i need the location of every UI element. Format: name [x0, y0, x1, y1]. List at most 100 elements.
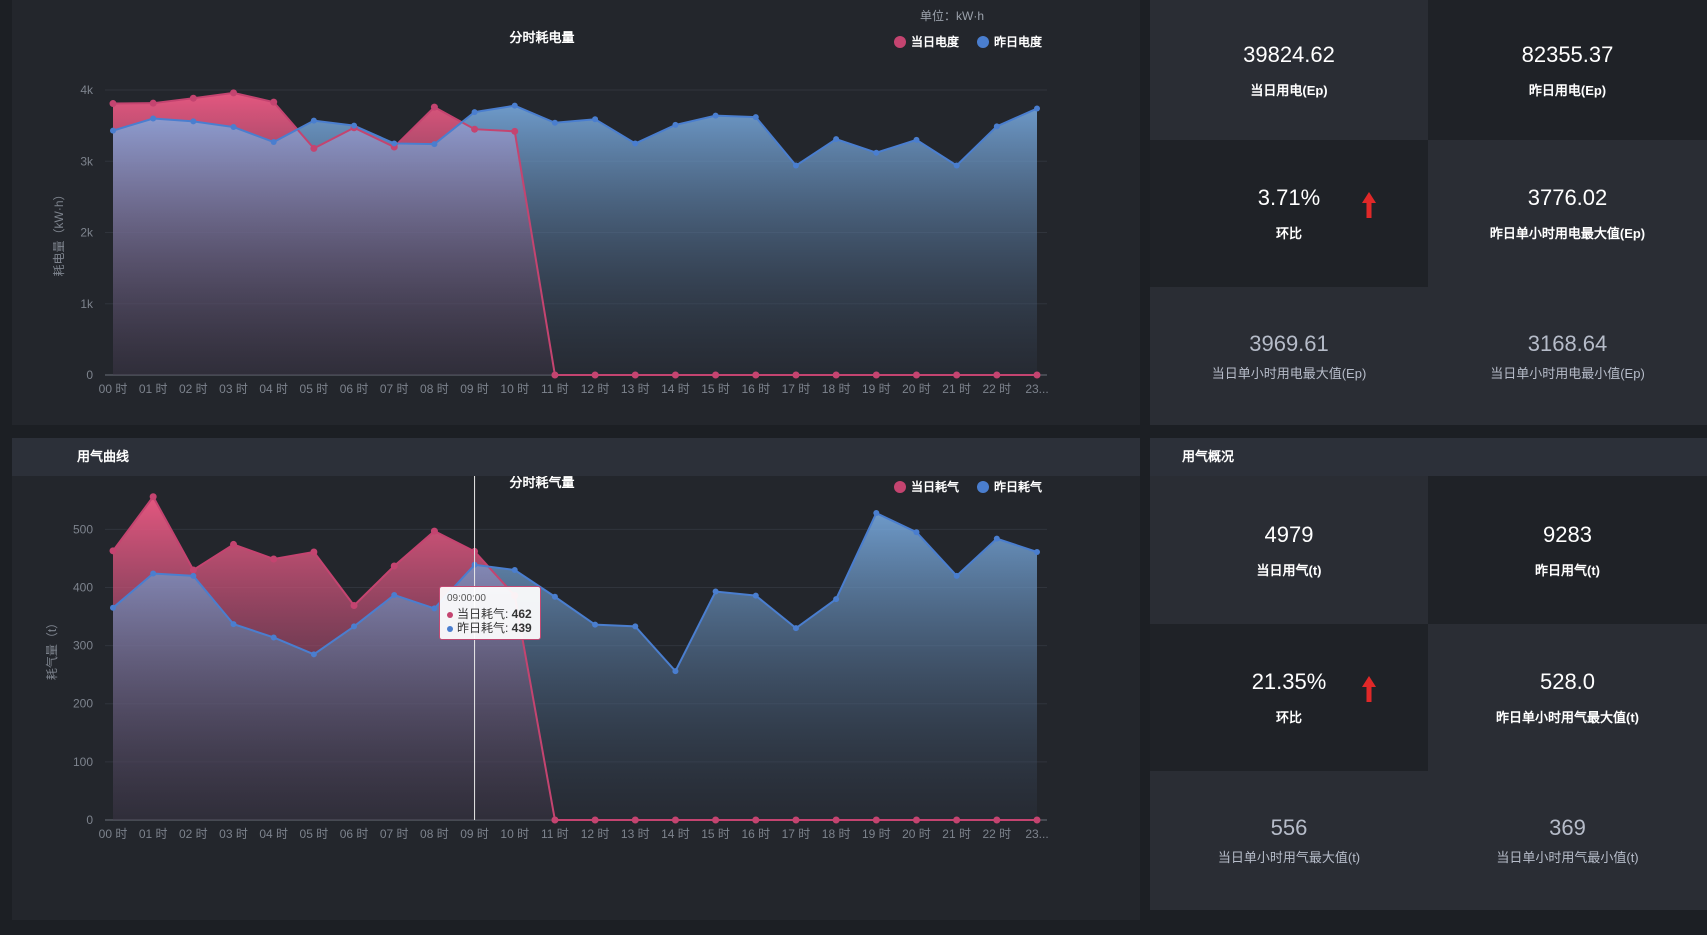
today-point — [149, 99, 157, 107]
yesterday-point — [351, 122, 358, 129]
yesterday-point — [913, 136, 920, 143]
yesterday-point — [511, 567, 518, 574]
legend-today-marker — [894, 36, 906, 48]
yesterday-point — [190, 118, 197, 125]
legend-yesterday-label: 昨日电度 — [994, 34, 1043, 49]
yesterday-point — [431, 605, 438, 612]
yesterday-point — [110, 604, 116, 611]
legend-today-marker — [894, 481, 906, 493]
x-tick-label: 06 时 — [340, 827, 369, 841]
today-point — [993, 371, 1001, 379]
yesterday-point — [351, 623, 358, 630]
today-point — [310, 144, 318, 152]
today-point — [149, 493, 157, 501]
stat-label: 当日单小时用电最小值(Ep) — [1490, 365, 1645, 381]
yesterday-point — [1034, 548, 1040, 555]
x-tick-label: 17 时 — [782, 382, 811, 396]
today-line — [112, 494, 1037, 821]
x-tick-label: 20 时 — [902, 827, 931, 841]
legend-yesterday-label: 昨日耗气 — [994, 479, 1042, 494]
x-tick-label: 08 时 — [420, 827, 449, 841]
legend: 当日耗气 昨日耗气 — [894, 479, 1042, 494]
yesterday-point — [190, 572, 197, 579]
today-point — [591, 371, 599, 379]
x-tick-label: 12 时 — [581, 382, 610, 396]
yesterday-area — [113, 513, 1037, 820]
stat-label: 昨日单小时用电最大值(Ep) — [1489, 226, 1646, 241]
stat-label: 昨日用气(t) — [1535, 562, 1600, 578]
yesterday-point — [953, 162, 960, 169]
gas-curve-section-header: 用气曲线 — [12, 438, 1140, 476]
x-tick-label: 20 时 — [902, 382, 931, 396]
today-point — [591, 816, 599, 824]
legend: 当日电度 昨日电度 — [894, 34, 1043, 49]
yesterday-point — [672, 121, 679, 128]
yesterday-point — [953, 572, 960, 579]
yesterday-point — [230, 124, 237, 131]
x-tick-label: 01 时 — [139, 382, 168, 396]
tooltip-yesterday-row: 昨日耗气: 439 — [447, 621, 532, 635]
x-tick-label: 22 时 — [982, 382, 1011, 396]
yesterday-point — [551, 119, 558, 126]
yesterday-point — [391, 592, 398, 599]
yesterday-point — [270, 139, 277, 146]
stat-value: 4979 — [1264, 521, 1314, 547]
today-point — [430, 103, 438, 111]
yesterday-point — [150, 115, 157, 122]
y-axis-label: 耗气量（t） — [44, 617, 59, 680]
x-tick-label: 10 时 — [500, 827, 529, 841]
today-point — [671, 816, 679, 824]
today-point — [953, 816, 961, 824]
stat-today-hour-max-gas: 556 当日单小时用气最大值(t) — [1150, 771, 1428, 910]
yesterday-point — [632, 140, 639, 147]
today-point — [551, 371, 559, 379]
yesterday-point — [632, 623, 639, 630]
stat-today-electric: 39824.62 当日用电(Ep) — [1150, 0, 1428, 140]
stat-value: 82355.37 — [1521, 41, 1614, 67]
yesterday-point — [873, 149, 880, 156]
gas-curve-title: 用气曲线 — [77, 449, 130, 464]
today-point — [1033, 371, 1041, 379]
yesterday-point — [672, 668, 679, 675]
tooltip-today-label: 当日耗气: — [457, 607, 512, 621]
today-point — [270, 98, 278, 106]
yesterday-line — [112, 511, 1038, 673]
x-tick-label: 14 时 — [661, 827, 690, 841]
electric-chart-panel: 0 1k 2k 3k 4k 耗电量（kW·h） 00 时 01 时 02 时 03 时 04 时 05… — [12, 0, 1140, 425]
tooltip-yesterday-label: 昨日耗气: — [457, 621, 512, 635]
yesterday-point — [471, 109, 478, 116]
x-tick-label: 11 时 — [541, 382, 569, 396]
x-tick-label: 02 时 — [179, 382, 208, 396]
stat-label: 当日用电(Ep) — [1250, 82, 1328, 98]
x-tick-label: 04 时 — [259, 382, 288, 396]
yesterday-point — [310, 651, 317, 658]
y-axis-label: 耗电量（kW·h） — [52, 189, 66, 277]
y-tick-label: 3k — [80, 154, 94, 168]
yesterday-point — [913, 529, 920, 536]
today-point — [430, 527, 438, 535]
x-tick-label: 13 时 — [621, 382, 650, 396]
today-point — [270, 555, 278, 563]
y-tick-label: 0 — [86, 813, 93, 827]
x-tick-label: 21 时 — [942, 827, 971, 841]
today-point — [671, 371, 679, 379]
x-tick-label: 11 时 — [541, 827, 569, 841]
x-tick-label: 08 时 — [420, 382, 449, 396]
stat-value: 3776.02 — [1527, 185, 1608, 210]
today-point — [953, 371, 961, 379]
electric-chart: 0 1k 2k 3k 4k 耗电量（kW·h） 00 时 01 时 02 时 03 时 04 时 05… — [52, 8, 1049, 396]
up-arrow-icon — [1362, 676, 1376, 702]
yesterday-point — [792, 162, 799, 169]
today-point — [792, 371, 800, 379]
today-point — [109, 100, 117, 108]
today-point — [832, 816, 840, 824]
x-tick-label: 00 时 — [99, 382, 128, 396]
today-point — [1033, 816, 1041, 824]
yesterday-point — [150, 570, 157, 577]
stat-yesterday-electric: 82355.37 昨日用电(Ep) — [1428, 0, 1707, 140]
x-tick-label: 02 时 — [179, 827, 208, 841]
yesterday-point — [792, 625, 799, 632]
yesterday-area — [113, 105, 1037, 376]
gas-chart-panel: 0 100 200 300 400 500 耗气量（t） 00 时 01 时 02 时 03 时 04… — [12, 476, 1140, 920]
x-tick-label: 18 时 — [822, 827, 851, 841]
